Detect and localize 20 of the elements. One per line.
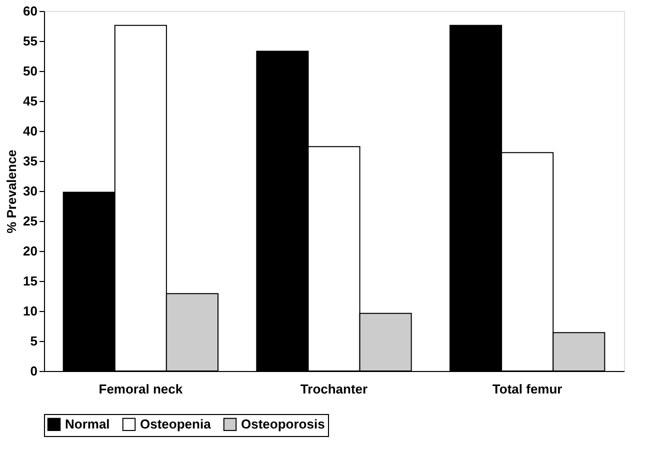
y-tick-label: 60: [23, 4, 38, 18]
y-tick-label: 15: [23, 274, 38, 288]
legend-label: Osteopenia: [140, 416, 212, 432]
y-tick-label: 10: [23, 304, 38, 318]
y-tick-label: 55: [23, 34, 38, 48]
y-tick-label: 40: [23, 124, 38, 138]
y-tick-label: 30: [23, 184, 38, 198]
x-tick-label: Femoral neck: [98, 382, 184, 396]
x-tick-label: Trochanter: [300, 382, 368, 396]
y-tick-label: 20: [23, 244, 38, 258]
legend-label: Normal: [65, 416, 110, 432]
y-tick-label: 5: [30, 334, 38, 348]
y-axis-title: % Prevalence: [4, 150, 20, 234]
y-tick-label: 45: [23, 94, 38, 108]
y-tick-label: 35: [23, 154, 38, 168]
legend-label: Osteoporosis: [241, 416, 325, 432]
y-tick-label: 50: [23, 64, 38, 78]
y-tick-label: 25: [23, 214, 38, 228]
y-tick-label: 0: [30, 364, 38, 378]
x-tick-label: Total femur: [492, 382, 562, 396]
